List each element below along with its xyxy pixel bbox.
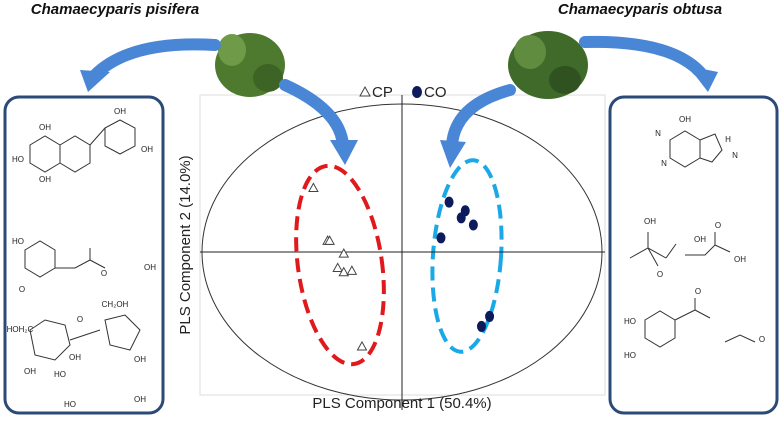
atom-label: HO xyxy=(624,317,636,326)
point xyxy=(456,212,466,224)
atom-label: HO xyxy=(12,155,24,164)
atom-label: HOH₂C xyxy=(7,325,34,334)
species-label: Chamaecyparis obtusa xyxy=(558,1,722,18)
atom-label: OH xyxy=(134,355,146,364)
atom-label: N xyxy=(661,159,667,168)
atom-label: O xyxy=(19,285,25,294)
legend-marker xyxy=(412,86,422,98)
atom-label: O xyxy=(657,270,663,279)
atom-label: N xyxy=(732,151,738,160)
point xyxy=(476,320,486,332)
atom-label: OH xyxy=(144,263,156,272)
arrows xyxy=(89,35,706,151)
point xyxy=(338,248,350,258)
atom-label: HO xyxy=(64,400,76,409)
legend-label: CO xyxy=(424,84,447,101)
atom-label: HO xyxy=(12,237,24,246)
atom-label: O xyxy=(715,221,721,230)
y-axis-label: PLS Component 2 (14.0%) xyxy=(177,155,194,334)
atom-label: OH xyxy=(24,367,36,376)
point xyxy=(436,232,446,244)
atom-label: OH xyxy=(134,395,146,404)
atom-label: HO xyxy=(54,370,66,379)
atom-label: OH xyxy=(679,115,691,124)
atom-label: H xyxy=(725,135,731,144)
point xyxy=(308,182,319,192)
co-cluster xyxy=(430,158,504,354)
atom-label: OH xyxy=(39,123,51,132)
atom-label: OH xyxy=(39,175,51,184)
point xyxy=(338,266,350,277)
left-panel xyxy=(3,95,165,415)
atom-label: O xyxy=(77,315,83,324)
x-axis-label: PLS Component 1 (50.4%) xyxy=(312,395,491,412)
point xyxy=(444,196,454,208)
atom-label: N xyxy=(655,129,661,138)
arrow-heads xyxy=(80,66,718,168)
point xyxy=(468,219,478,231)
cp-cluster xyxy=(294,163,386,367)
species-label: Chamaecyparis pisifera xyxy=(31,1,199,18)
atom-label: O xyxy=(695,287,701,296)
atom-label: OH xyxy=(734,255,746,264)
atom-label: HO xyxy=(624,351,636,360)
atom-label: O xyxy=(101,269,107,278)
point xyxy=(356,340,368,351)
point xyxy=(485,310,495,322)
tree-pisifera xyxy=(215,33,285,97)
point xyxy=(346,265,358,275)
legend-marker xyxy=(359,85,371,97)
atom-label: OH xyxy=(644,217,656,226)
chemical-structures xyxy=(24,119,756,361)
point xyxy=(324,235,335,245)
atom-label: OH xyxy=(69,353,81,362)
tree-obtusa xyxy=(508,31,588,99)
atom-label: OH xyxy=(694,235,706,244)
atom-label: CH₂OH xyxy=(102,300,129,309)
point xyxy=(332,262,344,272)
atom-label: OH xyxy=(141,145,153,154)
legend-label: CP xyxy=(372,84,393,101)
atom-label: OH xyxy=(114,107,126,116)
atom-label: O xyxy=(759,335,765,344)
